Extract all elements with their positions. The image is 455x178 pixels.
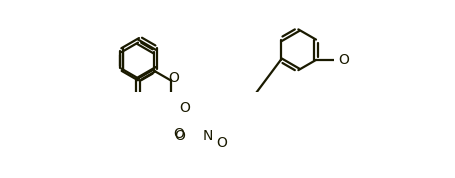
Text: O: O bbox=[169, 71, 180, 85]
Text: O: O bbox=[338, 53, 349, 67]
Text: O: O bbox=[216, 136, 227, 150]
Text: O: O bbox=[173, 127, 184, 141]
Text: O: O bbox=[180, 101, 191, 115]
Text: O: O bbox=[175, 129, 185, 143]
Text: N: N bbox=[203, 129, 213, 143]
